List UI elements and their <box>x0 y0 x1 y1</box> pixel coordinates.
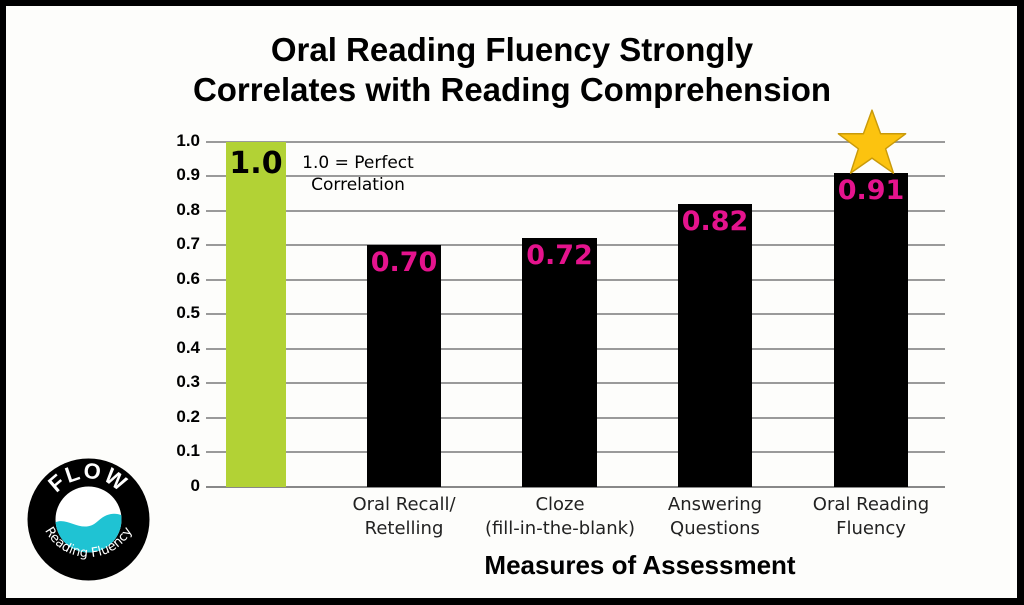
bar-oral-reading-fluency: 0.91 <box>834 173 908 487</box>
bar-value-label: 0.72 <box>526 240 593 271</box>
bar-value-label: 0.70 <box>370 247 438 278</box>
bar-answering-questions: 0.82 <box>678 204 752 487</box>
y-tick: 0.1 <box>176 441 200 460</box>
y-tick: 0 <box>190 476 200 495</box>
bar-oral-recall: 0.70 <box>367 245 441 487</box>
y-tick: 0.2 <box>176 407 200 426</box>
title-line-2: Correlates with Reading Comprehension <box>192 71 832 108</box>
annotation-line: 1.0 = Perfect <box>302 153 414 173</box>
x-axis-baseline <box>206 486 945 488</box>
y-tick: 1.0 <box>176 131 200 150</box>
x-axis-title: Measures of Assessment <box>484 550 796 580</box>
x-category-label: Oral Reading Fluency <box>791 493 951 541</box>
star-icon <box>837 109 907 174</box>
y-tick: 0.8 <box>176 200 200 219</box>
category-line: Questions <box>670 518 760 539</box>
category-line: Retelling <box>364 518 444 539</box>
y-tick: 0.4 <box>176 338 200 357</box>
bar-perfect-correlation: 1.0 <box>226 142 286 487</box>
category-line: Oral Reading <box>812 494 930 515</box>
bar-cloze: 0.72 <box>522 238 597 487</box>
category-line: Answering <box>667 494 763 515</box>
y-tick: 0.5 <box>176 303 200 322</box>
title-line-1: Oral Reading Fluency Strongly <box>270 31 754 68</box>
x-category-label: Cloze (fill-in-the-blank) <box>480 493 640 541</box>
x-category-label: Oral Recall/ Retelling <box>324 493 484 541</box>
y-tick: 0.6 <box>176 269 200 288</box>
category-line: Cloze <box>535 494 585 515</box>
gridline-0.9 <box>206 175 945 177</box>
perfect-correlation-annotation: 1.0 = Perfect Correlation <box>298 152 418 196</box>
gridline-1.0 <box>206 141 945 143</box>
x-category-label: Answering Questions <box>635 493 795 541</box>
annotation-line: Correlation <box>311 175 405 195</box>
flow-logo: FLOW Reading Fluency <box>27 458 150 581</box>
category-line: Oral Recall/ <box>352 494 456 515</box>
bar-value-label: 0.91 <box>837 175 905 206</box>
bar-value-label: 0.82 <box>681 206 749 237</box>
gridline-0.8 <box>206 210 945 212</box>
bar-value-label: 1.0 <box>229 146 283 181</box>
category-line: (fill-in-the-blank) <box>484 518 636 539</box>
y-tick: 0.7 <box>176 234 200 253</box>
category-line: Fluency <box>836 518 906 539</box>
chart-title: Oral Reading Fluency Strongly Correlates… <box>0 30 1024 110</box>
y-tick: 0.3 <box>176 372 200 391</box>
y-tick: 0.9 <box>176 165 200 184</box>
